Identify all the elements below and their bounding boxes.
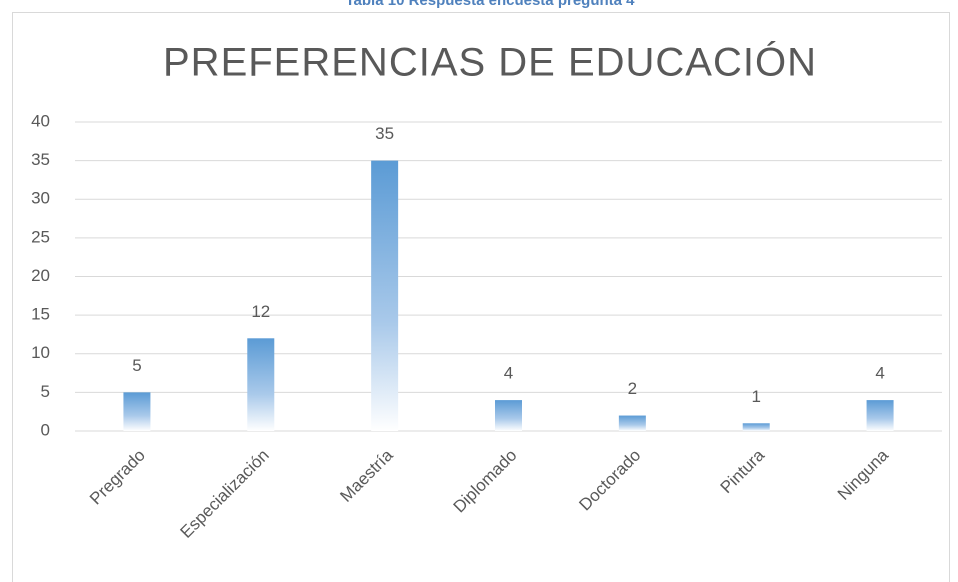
y-tick-label: 40 bbox=[31, 111, 50, 130]
chart-border bbox=[12, 12, 950, 582]
bar bbox=[866, 400, 894, 431]
bar bbox=[371, 160, 399, 431]
y-tick-label: 15 bbox=[31, 305, 50, 324]
data-label: 1 bbox=[751, 387, 760, 406]
y-tick-label: 30 bbox=[31, 189, 50, 208]
data-label: 2 bbox=[628, 379, 637, 398]
bar bbox=[742, 423, 770, 431]
y-tick-label: 10 bbox=[31, 343, 50, 362]
caption: Tabla 10 Respuesta encuesta pregunta 4 bbox=[346, 0, 636, 9]
data-label: 4 bbox=[504, 364, 513, 383]
bar bbox=[247, 338, 275, 431]
data-label: 5 bbox=[132, 356, 141, 375]
data-label: 4 bbox=[875, 364, 884, 383]
y-tick-label: 35 bbox=[31, 150, 50, 169]
data-label: 12 bbox=[251, 302, 270, 321]
y-tick-label: 5 bbox=[41, 382, 50, 401]
data-label: 35 bbox=[375, 124, 394, 143]
bar bbox=[618, 415, 646, 431]
bar bbox=[495, 400, 522, 431]
y-tick-label: 20 bbox=[31, 266, 50, 285]
chart-title: PREFERENCIAS DE EDUCACIÓN bbox=[163, 40, 817, 85]
bar bbox=[123, 392, 151, 431]
y-tick-label: 25 bbox=[31, 227, 50, 246]
y-tick-label: 0 bbox=[41, 420, 50, 439]
